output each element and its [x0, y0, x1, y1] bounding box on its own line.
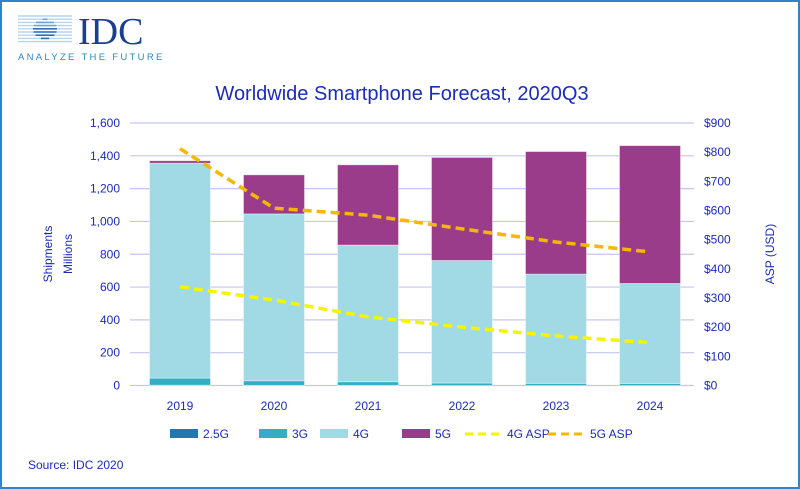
x-tick-label: 2020	[261, 399, 288, 413]
y2-tick-label: $900	[704, 116, 731, 130]
bar-5g-2023	[525, 151, 587, 275]
bar-3g-2020	[243, 380, 305, 386]
svg-text:IDC: IDC	[78, 11, 143, 53]
legend-label: 4G	[353, 427, 369, 441]
legend-label: 3G	[292, 427, 308, 441]
y2-tick-label: $600	[704, 204, 731, 218]
y2-tick-label: $300	[704, 291, 731, 305]
y-tick-label: 1,400	[90, 149, 120, 163]
bar-4g-2024	[619, 283, 681, 384]
bar-5g-2019	[149, 160, 211, 164]
y2-tick-label: $500	[704, 233, 731, 247]
y2-axis-title: ASP (USD)	[763, 224, 777, 284]
x-tick-label: 2021	[355, 399, 382, 413]
legend-label: 4G ASP	[507, 427, 550, 441]
y-tick-label: 600	[100, 280, 120, 294]
y2-tick-label: $400	[704, 262, 731, 276]
y-axis-title-2: Millions	[61, 234, 75, 274]
bar-5g-2024	[619, 145, 681, 284]
bar-4g-2022	[431, 260, 493, 384]
bar-3g-2019	[149, 377, 211, 386]
bar-3g-2021	[337, 381, 399, 386]
chart-title: Worldwide Smartphone Forecast, 2020Q3	[215, 83, 588, 105]
legend-label: 2.5G	[203, 427, 229, 441]
bar-5g-2021	[337, 164, 399, 246]
line-5g-asp	[179, 147, 651, 254]
line-4g-asp	[179, 285, 651, 345]
bar-4g-2019	[149, 162, 211, 379]
legend-swatch	[170, 429, 198, 438]
y-tick-label: 1,600	[90, 116, 120, 130]
legend-label: 5G	[435, 427, 451, 441]
legend-swatch	[320, 429, 348, 438]
idc-logo: IDC ANALYZE THE FUTURE	[18, 11, 165, 63]
y-tick-label: 400	[100, 313, 120, 327]
y-tick-label: 1,000	[90, 214, 120, 228]
y-tick-label: 0	[113, 379, 120, 393]
y2-tick-label: $800	[704, 145, 731, 159]
y-tick-label: 1,200	[90, 182, 120, 196]
y-axis-title-1: Shipments	[41, 226, 55, 283]
y2-tick-label: $700	[704, 174, 731, 188]
x-tick-label: 2024	[637, 399, 664, 413]
legend-swatch	[402, 429, 430, 438]
x-tick-label: 2023	[543, 399, 570, 413]
x-tick-label: 2022	[449, 399, 476, 413]
y-tick-label: 800	[100, 247, 120, 261]
bar-5g-2022	[431, 157, 493, 261]
y2-tick-label: $200	[704, 320, 731, 334]
x-tick-label: 2019	[167, 399, 194, 413]
bar-4g-2023	[525, 273, 587, 384]
y2-tick-label: $0	[704, 379, 718, 393]
source-note: Source: IDC 2020	[28, 458, 124, 472]
y-tick-label: 200	[100, 346, 120, 360]
legend-label: 5G ASP	[590, 427, 633, 441]
svg-text:ANALYZE THE FUTURE: ANALYZE THE FUTURE	[18, 52, 165, 63]
legend-swatch	[259, 429, 287, 438]
y2-tick-label: $100	[704, 349, 731, 363]
